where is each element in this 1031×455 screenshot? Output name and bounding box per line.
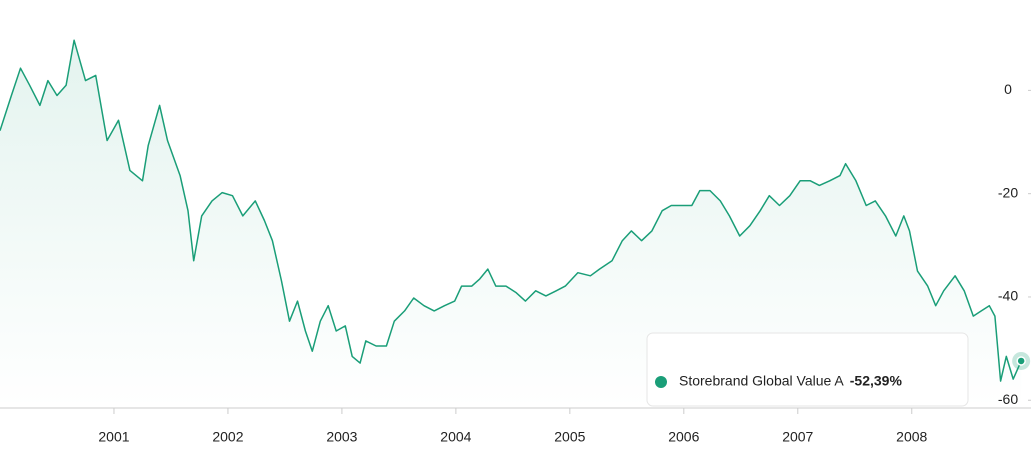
tooltip-box	[646, 332, 969, 407]
tooltip-series-name: Storebrand Global Value A	[679, 373, 844, 389]
y-tick-label: -20	[998, 184, 1018, 200]
x-tick-label: 2004	[440, 429, 471, 445]
tooltip: Storebrand Global Value A -52,39%	[646, 332, 969, 407]
hover-point	[1016, 356, 1026, 366]
x-tick-label: 2005	[554, 429, 585, 445]
line-series	[0, 39, 1022, 382]
x-tick-label: 2003	[326, 429, 357, 445]
x-tick-label: 2007	[782, 429, 813, 445]
tooltip-value: -52,39%	[850, 373, 903, 389]
y-tick-label: -40	[998, 288, 1018, 304]
x-tick-label: 2008	[896, 429, 927, 445]
y-tick-label: 0	[1004, 81, 1012, 97]
x-tick-label: 2001	[98, 429, 129, 445]
tooltip-dot	[655, 376, 667, 388]
area-fill	[0, 40, 1022, 409]
x-tick-label: 2006	[668, 429, 699, 445]
x-tick-label: 2002	[212, 429, 243, 445]
y-tick-label: -60	[998, 391, 1018, 407]
